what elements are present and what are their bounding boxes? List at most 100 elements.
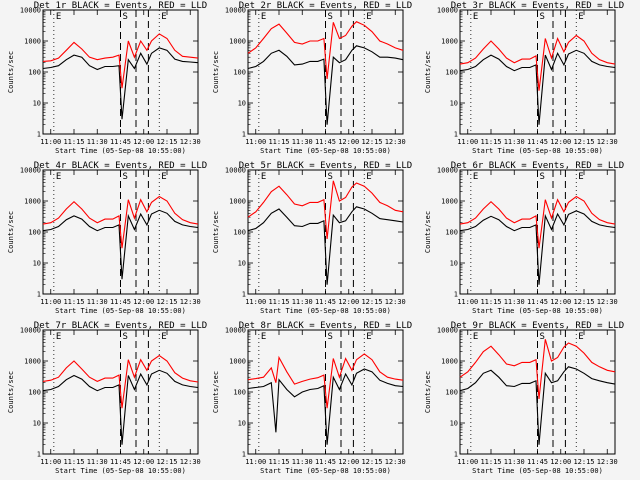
y-tick-label: 1000 (24, 358, 41, 366)
x-tick-label: 11:45 (315, 138, 336, 146)
event-marker-label: E (161, 332, 166, 342)
y-axis-label: Counts/sec (424, 51, 432, 93)
event-marker-label: E (366, 332, 371, 342)
x-tick-label: 12:30 (597, 298, 618, 306)
series-line-lld (459, 339, 616, 399)
y-axis-label: Counts/sec (212, 51, 220, 93)
x-tick-label: 12:00 (338, 458, 359, 466)
x-tick-label: 11:00 (40, 458, 61, 466)
x-tick-label: 12:15 (361, 298, 382, 306)
y-tick-label: 1000 (24, 198, 41, 206)
y-tick-label: 1000 (229, 198, 246, 206)
x-tick-label: 11:15 (480, 138, 501, 146)
series-line-events (247, 206, 404, 285)
x-tick-label: 12:15 (361, 138, 382, 146)
y-tick-label: 10000 (20, 167, 41, 175)
event-marker-label: E (578, 172, 583, 182)
chart-title: Det 1r BLACK = Events, RED = LLD (34, 1, 207, 11)
chart-panel: Det 7r BLACK = Events, RED = LLD 1 10 100 10… (7, 321, 207, 475)
event-marker-label: S (123, 332, 128, 342)
y-tick-label: 1000 (441, 358, 458, 366)
event-marker-label: S (328, 172, 333, 182)
x-tick-label: 12:00 (133, 138, 154, 146)
y-tick-label: 10 (450, 420, 458, 428)
event-marker-label: E (56, 12, 61, 22)
x-tick-label: 11:30 (87, 138, 108, 146)
x-tick-label: 12:30 (385, 298, 406, 306)
chart-title: Det 2r BLACK = Events, RED = LLD (239, 1, 412, 11)
series-line-lld (42, 33, 199, 89)
chart-title: Det 8r BLACK = Events, RED = LLD (239, 321, 412, 331)
event-marker-label: E (473, 332, 478, 342)
y-tick-label: 10000 (437, 167, 458, 175)
series-line-lld (247, 353, 404, 409)
series-line-lld (459, 195, 616, 249)
x-tick-label: 11:45 (315, 298, 336, 306)
x-tick-label: 11:00 (40, 138, 61, 146)
y-tick-label: 10 (33, 100, 41, 108)
chart-panel: Det 2r BLACK = Events, RED = LLD 1 10 100 10… (212, 1, 412, 155)
x-tick-label: 12:15 (156, 458, 177, 466)
series-line-lld (247, 180, 404, 239)
chart-panel: Det 5r BLACK = Events, RED = LLD 1 10 100 10… (212, 161, 412, 315)
x-tick-label: 11:45 (527, 298, 548, 306)
y-tick-label: 100 (28, 229, 41, 237)
y-axis-label: Counts/sec (212, 371, 220, 413)
series-line-events (459, 49, 616, 125)
x-axis-label: Start Time (05-Sep-08 10:55:00) (472, 467, 603, 475)
y-tick-label: 1 (37, 451, 41, 459)
series-line-events (459, 210, 616, 285)
y-tick-label: 100 (233, 69, 246, 77)
x-tick-label: 11:30 (292, 298, 313, 306)
event-marker-label: E (578, 12, 583, 22)
event-marker-label: E (473, 172, 478, 182)
x-tick-label: 11:15 (63, 298, 84, 306)
x-tick-label: 12:30 (180, 298, 201, 306)
y-tick-label: 1000 (24, 38, 41, 46)
x-tick-label: 12:15 (573, 298, 594, 306)
x-tick-label: 11:30 (504, 298, 525, 306)
series-line-lld (42, 195, 199, 249)
event-marker-label: S (328, 332, 333, 342)
x-tick-label: 11:45 (110, 298, 131, 306)
series-line-events (247, 368, 404, 445)
y-axis-label: Counts/sec (7, 51, 15, 93)
series-line-lld (247, 21, 404, 79)
y-axis-label: Counts/sec (424, 211, 432, 253)
chart-title: Det 3r BLACK = Events, RED = LLD (451, 1, 624, 11)
event-marker-label: E (261, 172, 266, 182)
series-line-events (42, 369, 199, 445)
chart-panel: Det 8r BLACK = Events, RED = LLD 1 10 100 10… (212, 321, 412, 475)
chart-title: Det 6r BLACK = Events, RED = LLD (451, 161, 624, 171)
y-tick-label: 10000 (20, 7, 41, 15)
y-tick-label: 10 (33, 260, 41, 268)
x-tick-label: 12:00 (133, 458, 154, 466)
event-marker-label: S (540, 172, 545, 182)
x-tick-label: 12:15 (156, 138, 177, 146)
event-marker-label: E (56, 172, 61, 182)
x-axis-label: Start Time (05-Sep-08 10:55:00) (55, 147, 186, 155)
y-tick-label: 10 (238, 260, 246, 268)
y-tick-label: 1000 (441, 38, 458, 46)
x-tick-label: 11:30 (292, 138, 313, 146)
y-tick-label: 10000 (20, 327, 41, 335)
chart-panel: Det 4r BLACK = Events, RED = LLD 1 10 100 10… (7, 161, 207, 315)
chart-panel: Det 9r BLACK = Events, RED = LLD 1 10 100 10… (424, 321, 624, 475)
y-tick-label: 1 (37, 131, 41, 139)
x-axis-label: Start Time (05-Sep-08 10:55:00) (472, 307, 603, 315)
event-marker-label: E (56, 332, 61, 342)
x-tick-label: 11:30 (87, 458, 108, 466)
y-tick-label: 10 (33, 420, 41, 428)
y-axis-label: Counts/sec (424, 371, 432, 413)
chart-title: Det 9r BLACK = Events, RED = LLD (451, 321, 624, 331)
event-marker-label: E (261, 332, 266, 342)
chart-panel: Det 6r BLACK = Events, RED = LLD 1 10 100 10… (424, 161, 624, 315)
x-axis-label: Start Time (05-Sep-08 10:55:00) (260, 307, 391, 315)
y-tick-label: 1 (242, 451, 246, 459)
x-tick-label: 12:00 (550, 138, 571, 146)
event-marker-label: S (123, 12, 128, 22)
event-marker-label: E (261, 12, 266, 22)
y-tick-label: 100 (445, 229, 458, 237)
event-marker-label: S (540, 332, 545, 342)
y-tick-label: 1 (242, 291, 246, 299)
